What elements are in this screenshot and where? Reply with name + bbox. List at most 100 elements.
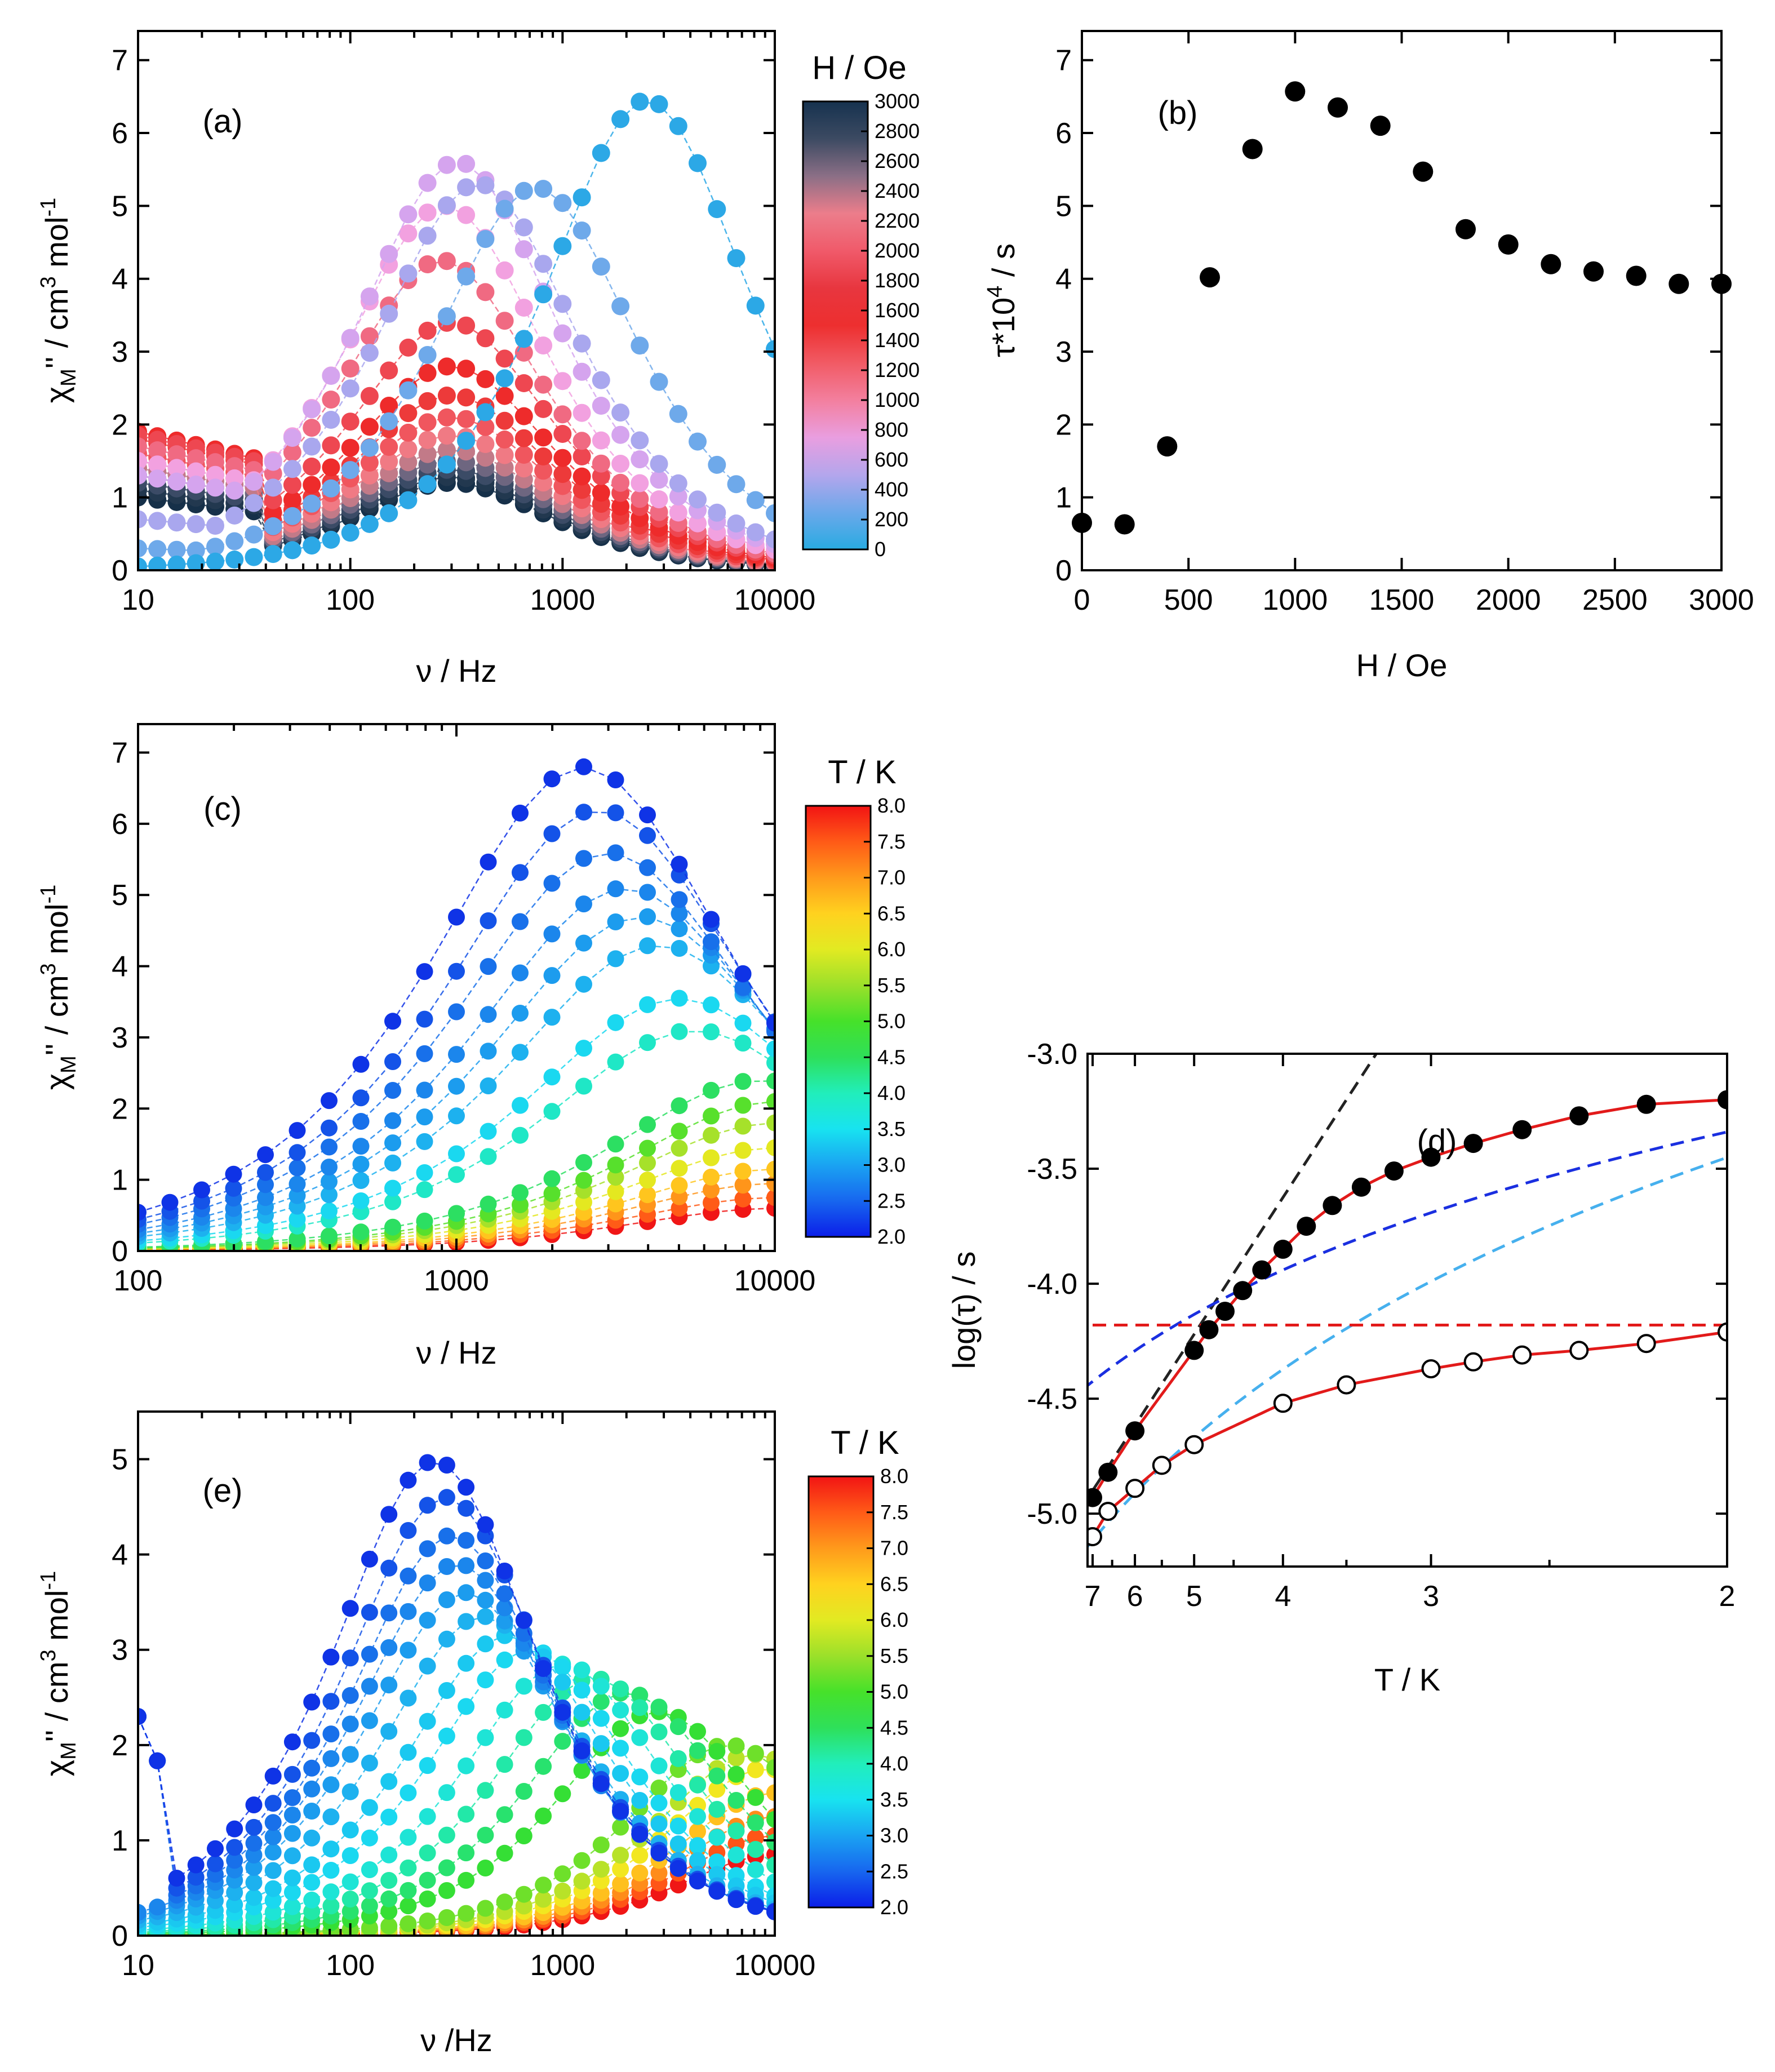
series-H400-point <box>746 523 765 542</box>
series-T5.5-line <box>138 1754 775 1936</box>
x-axis-label: ν / Hz <box>416 653 496 689</box>
filled-point <box>1098 1462 1118 1482</box>
series-T2.4-point <box>226 1852 243 1869</box>
data-point <box>1285 81 1306 102</box>
y-tick-label: 7 <box>1055 45 1072 77</box>
series-H400-point <box>167 513 186 532</box>
y-tick-label: -4.5 <box>1027 1383 1077 1416</box>
series-T2.2-point <box>361 1604 378 1621</box>
series-T3-point <box>416 1133 433 1150</box>
series-T2.2-point <box>438 1489 455 1506</box>
series-T2-point <box>352 1055 370 1073</box>
series-T2.8-point <box>575 934 592 952</box>
series-H400-point <box>148 512 167 530</box>
series-T2-point <box>515 1612 532 1629</box>
series-T5-point <box>400 1915 417 1932</box>
colorbar-tick-label: 1800 <box>875 269 920 292</box>
series-T6-point <box>766 1139 775 1156</box>
series-H600-point <box>138 466 147 485</box>
series-H1200-point <box>399 338 418 357</box>
series-T6-point <box>639 1172 656 1189</box>
series-T5-point <box>419 1913 436 1929</box>
series-H1800-point <box>476 418 495 436</box>
series-T4-point <box>639 1034 656 1051</box>
series-T5.5-point <box>535 1891 552 1908</box>
series-T2.4-line <box>138 852 775 1226</box>
series-H0-point <box>360 514 379 533</box>
series-H800-point <box>418 203 437 222</box>
series-H1000-point <box>631 490 649 508</box>
y-tick-label: 3 <box>112 1634 128 1667</box>
series-H200-point <box>380 412 398 431</box>
series-H400-point <box>138 510 147 529</box>
colorbar-tick-label: 4.0 <box>877 1081 906 1104</box>
series-T2-point <box>639 806 656 824</box>
series-T7-point <box>650 1864 668 1882</box>
series-T3.8-point <box>766 1873 775 1891</box>
x-tick-label: 1000 <box>530 1949 595 1982</box>
series-T4.5-point <box>321 1227 338 1245</box>
series-T2.2-point <box>419 1497 436 1514</box>
series-T3-point <box>512 1044 529 1061</box>
series-T2.4-point <box>639 859 656 876</box>
series-T2.4-point <box>384 1082 401 1099</box>
series-H400-point <box>553 295 572 313</box>
series-T2.4-point <box>416 1045 433 1062</box>
series-H200-point <box>283 507 301 525</box>
series-T5.5-point <box>639 1154 656 1172</box>
panel-label: (a) <box>203 103 243 140</box>
series-T2-point <box>225 1165 242 1183</box>
series-T2.2-point <box>226 1839 243 1856</box>
colorbar-tick-label: 2.5 <box>877 1189 906 1212</box>
series-T4.3-point <box>727 1792 745 1809</box>
series-H1000-point <box>283 443 301 462</box>
series-T3.5-point <box>458 1698 475 1715</box>
series-T2.8-line <box>138 916 775 1235</box>
filled-point <box>1421 1147 1441 1167</box>
y-tick-label: 2 <box>112 1729 128 1762</box>
data-point <box>1626 265 1647 286</box>
open-point <box>1337 1375 1356 1395</box>
series-T3.2-point <box>341 1821 359 1839</box>
data-point <box>1583 261 1604 282</box>
series-T4-point <box>766 1856 775 1874</box>
y-axis-label: τ*104 / s <box>983 243 1021 357</box>
series-T2-point <box>477 1516 494 1533</box>
series-T2.6-point <box>607 880 624 898</box>
series-T2.6-point <box>257 1189 274 1206</box>
series-T3.8-point <box>669 1784 687 1802</box>
series-H1000-point <box>138 437 147 456</box>
series-H800-point <box>573 403 591 422</box>
series-H400-point <box>689 490 707 509</box>
series-T4.6-point <box>554 1785 571 1803</box>
series-T6.5-point <box>592 1884 610 1902</box>
series-T3.5-point <box>554 1658 571 1676</box>
series-T3-point <box>322 1808 340 1826</box>
series-T2.8-point <box>400 1641 417 1659</box>
series-T3.5-point <box>361 1829 378 1847</box>
series-T2.6-point <box>138 1904 147 1921</box>
series-H0-point <box>766 340 775 358</box>
colorbar-tick-label: 1600 <box>875 299 920 322</box>
series-T2.6-point <box>321 1159 338 1176</box>
series-T4.3-point <box>458 1844 475 1862</box>
y-axis-label-part: M <box>57 369 81 387</box>
colorbar-tick-label: 7.5 <box>877 830 906 853</box>
colorbar-tick-label: 2200 <box>875 209 920 232</box>
series-T2-line <box>138 766 775 1213</box>
series-T3.5-point <box>438 1727 455 1745</box>
series-T4.3-point <box>361 1897 378 1914</box>
series-T2.6-point <box>289 1175 306 1193</box>
y-tick-label: 2 <box>112 1093 128 1125</box>
series-T2.2-point <box>352 1089 370 1107</box>
series-H0-point <box>514 330 533 348</box>
series-T2.8-point <box>384 1134 401 1152</box>
y-axis-label-part: mol <box>39 904 74 964</box>
filled-point <box>1088 1488 1102 1507</box>
filled-point <box>1125 1421 1145 1441</box>
y-tick-label: 5 <box>112 879 128 912</box>
y-tick-label: -3.0 <box>1027 1038 1077 1071</box>
x-tick-label: 7 <box>1085 1580 1101 1613</box>
series-T5-point <box>515 1885 532 1903</box>
series-T3-point <box>245 1874 263 1891</box>
